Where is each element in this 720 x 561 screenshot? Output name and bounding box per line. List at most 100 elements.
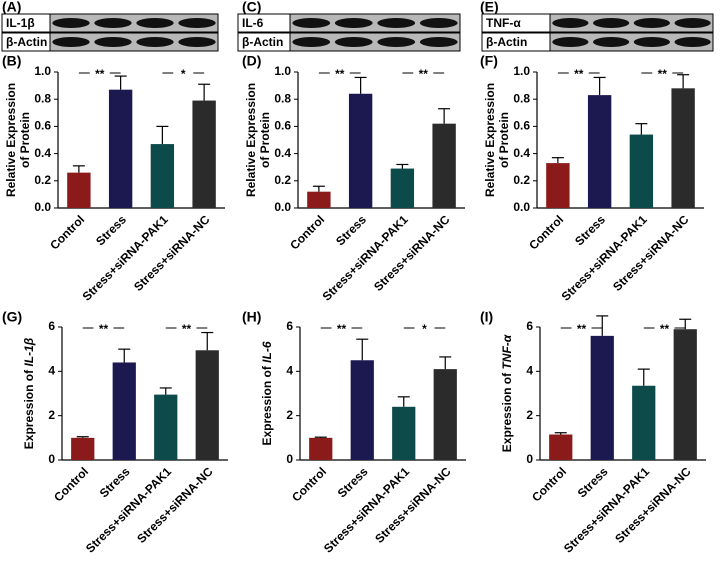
- y-axis-label-gene: IL-6: [260, 341, 274, 363]
- x-tick-label: Stress: [335, 464, 371, 500]
- bar: [632, 385, 656, 460]
- blot-label: IL-1β: [6, 16, 35, 30]
- bar: [348, 93, 373, 208]
- bar: [108, 89, 133, 208]
- blot-background: [289, 32, 461, 52]
- blot-band: [52, 18, 90, 28]
- blot-background: [289, 13, 461, 33]
- panel-label: (I): [480, 309, 493, 325]
- y-tick-label: 1.0: [513, 64, 530, 78]
- y-axis-label-gene: TNF-α: [500, 334, 514, 369]
- significance-label: *: [181, 67, 186, 81]
- x-tick-label: Control: [289, 464, 329, 504]
- x-tick-label: Stress: [575, 464, 611, 500]
- bar: [154, 394, 178, 460]
- y-tick-label: 0: [526, 452, 533, 466]
- y-tick-label: 0.6: [34, 119, 51, 133]
- y-axis-label: Expression of TNF-α: [500, 334, 514, 452]
- y-tick-label: 0.2: [34, 173, 51, 187]
- panel-label: (F): [480, 53, 498, 69]
- y-tick-label: 6: [286, 319, 293, 333]
- y-axis-label-line: Relative Expression: [244, 83, 258, 197]
- blot-band: [136, 18, 174, 28]
- bar: [629, 134, 654, 208]
- x-tick-label: Control: [529, 464, 569, 504]
- y-axis-label-line: of Protein: [258, 112, 272, 168]
- x-tick-label: Stress+siRNA-NC: [371, 212, 453, 294]
- y-tick-label: 0.2: [274, 173, 291, 187]
- significance-label: **: [574, 67, 584, 81]
- blot-band: [334, 37, 373, 47]
- x-tick-label: Stress: [333, 212, 369, 248]
- y-axis-label-line: Expression of: [500, 370, 514, 453]
- y-tick-label: 6: [526, 319, 533, 333]
- y-tick-label: 0: [286, 452, 293, 466]
- bar: [549, 434, 573, 460]
- blot-background: [49, 32, 219, 52]
- y-axis-label-line: of Protein: [497, 112, 511, 168]
- panel-label: (C): [242, 0, 261, 15]
- y-axis-label-line: of Protein: [18, 112, 32, 168]
- blot-background: [549, 32, 714, 52]
- significance-label: **: [658, 67, 668, 81]
- blot-band: [377, 18, 416, 28]
- x-tick-label: Stress+siRNA-NC: [372, 464, 454, 546]
- y-tick-label: 0.4: [274, 146, 291, 160]
- panel-label: (G): [2, 309, 22, 325]
- bar: [590, 335, 614, 460]
- x-tick-label: Stress+siRNA-NC: [612, 464, 694, 546]
- significance-label: **: [335, 67, 345, 81]
- y-tick-label: 0.4: [513, 146, 530, 160]
- x-tick-label: Stress: [572, 212, 608, 248]
- y-tick-label: 4: [286, 364, 293, 378]
- y-tick-label: 0.6: [513, 119, 530, 133]
- blot-label: β-Actin: [486, 35, 527, 49]
- y-tick-label: 0.0: [34, 200, 51, 214]
- blot-background: [549, 13, 714, 33]
- bar: [307, 191, 331, 208]
- blot-band: [178, 18, 216, 28]
- panel-label: (A): [2, 0, 21, 15]
- blot-band: [674, 18, 711, 28]
- y-tick-label: 0: [48, 452, 55, 466]
- bar: [150, 144, 175, 208]
- blot-label: IL-6: [242, 16, 264, 30]
- panel-label: (E): [480, 0, 499, 15]
- bar: [392, 406, 416, 460]
- x-tick-label: Stress: [93, 212, 129, 248]
- blot-band: [94, 18, 132, 28]
- panel-label: (H): [242, 309, 261, 325]
- y-tick-label: 6: [48, 319, 55, 333]
- y-axis-label: Expression of IL-1β: [22, 337, 36, 449]
- bar: [390, 168, 415, 208]
- significance-label: **: [337, 322, 347, 336]
- blot-band: [633, 18, 670, 28]
- bar: [546, 163, 570, 208]
- y-tick-label: 2: [526, 408, 533, 422]
- y-tick-label: 0.6: [274, 119, 291, 133]
- significance-label: **: [99, 322, 109, 336]
- y-tick-label: 0.8: [274, 91, 291, 105]
- x-tick-label: Control: [287, 212, 327, 252]
- blot-band: [334, 18, 373, 28]
- y-tick-label: 0.8: [34, 91, 51, 105]
- blot-band: [136, 37, 174, 47]
- y-axis-label: Relative Expressionof Protein: [244, 83, 272, 197]
- blot-band: [178, 37, 216, 47]
- bar: [432, 123, 456, 208]
- x-tick-label: Stress: [97, 464, 133, 500]
- y-tick-label: 0.0: [274, 200, 291, 214]
- bar: [71, 437, 95, 460]
- x-tick-label: Control: [526, 212, 566, 252]
- y-axis-label-gene: IL-1β: [22, 337, 36, 366]
- y-axis-label-line: Relative Expression: [483, 83, 497, 197]
- y-tick-label: 1.0: [274, 64, 291, 78]
- blot-band: [633, 37, 670, 47]
- y-axis-label-line: Expression of: [260, 363, 274, 446]
- bar: [67, 172, 91, 208]
- significance-label: **: [182, 322, 192, 336]
- blot-band: [419, 18, 458, 28]
- significance-label: **: [419, 67, 429, 81]
- y-tick-label: 0.0: [513, 200, 530, 214]
- significance-label: **: [577, 322, 587, 336]
